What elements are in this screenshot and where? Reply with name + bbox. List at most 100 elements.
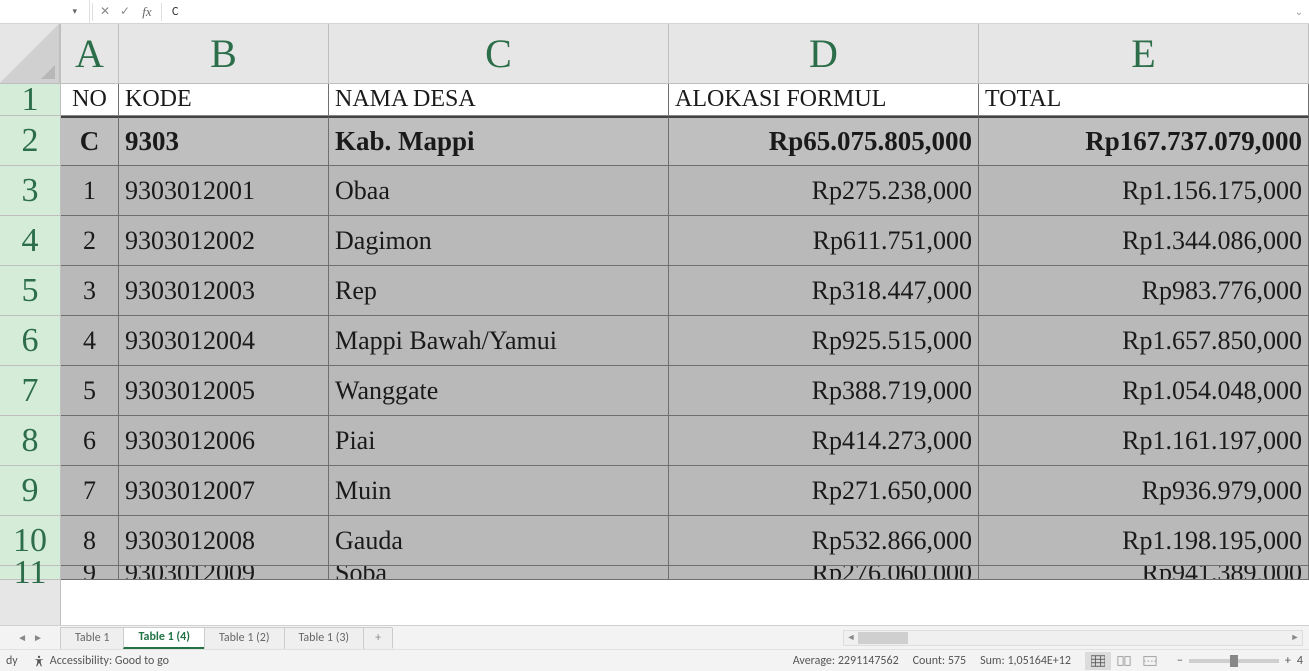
cell[interactable]: Rp611.751,000 [669,216,979,266]
cell[interactable]: Rp1.344.086,000 [979,216,1309,266]
cell[interactable]: Rp414.273,000 [669,416,979,466]
fx-button[interactable]: fx [135,4,159,20]
cell[interactable]: NAMA DESA [329,84,669,116]
cell[interactable]: 9303012007 [119,466,329,516]
sheet-tab[interactable]: Table 1 [60,627,124,649]
cell[interactable]: Rp167.737.079,000 [979,116,1309,166]
cell[interactable]: C [61,116,119,166]
enter-button[interactable]: ✓ [115,4,135,19]
name-box-dropdown-icon[interactable]: ▾ [66,6,83,17]
cell[interactable]: 5 [61,366,119,416]
cell[interactable]: Obaa [329,166,669,216]
scroll-right-icon[interactable]: ► [1288,632,1302,643]
row-header[interactable]: 8 [0,416,60,466]
cell[interactable]: 7 [61,466,119,516]
row-header[interactable]: 9 [0,466,60,516]
row-header[interactable]: 3 [0,166,60,216]
cell[interactable]: 9 [61,566,119,580]
select-all-corner[interactable] [0,24,60,84]
cell[interactable]: Kab. Mappi [329,116,669,166]
horizontal-scrollbar[interactable]: ◄ ► [843,630,1303,646]
cell[interactable]: 9303012005 [119,366,329,416]
zoom-percent[interactable]: 4 [1297,654,1303,668]
cell[interactable]: 4 [61,316,119,366]
row-header[interactable]: 1 [0,84,60,116]
cell[interactable]: Gauda [329,516,669,566]
cell[interactable]: Rp276.060,000 [669,566,979,580]
cell[interactable]: Rp925.515,000 [669,316,979,366]
cell[interactable]: TOTAL [979,84,1309,116]
row-header[interactable]: 5 [0,266,60,316]
add-sheet-button[interactable]: + [363,627,393,649]
cell[interactable]: Rp388.719,000 [669,366,979,416]
tab-nav[interactable]: ◄ ► [0,631,60,644]
cell[interactable]: 9303012001 [119,166,329,216]
row-header[interactable]: 4 [0,216,60,266]
cell[interactable]: Rp318.447,000 [669,266,979,316]
normal-view-button[interactable] [1085,652,1111,670]
expand-formula-bar-icon[interactable]: ⌄ [1289,5,1309,18]
sheet-tab[interactable]: Table 1 (2) [204,627,285,649]
cell[interactable]: Rp1.161.197,000 [979,416,1309,466]
column-header[interactable]: C [329,24,669,83]
cell[interactable]: Rp936.979,000 [979,466,1309,516]
cell[interactable]: 8 [61,516,119,566]
cell[interactable]: Piai [329,416,669,466]
cell[interactable]: 6 [61,416,119,466]
cell[interactable]: 2 [61,216,119,266]
cell[interactable]: 3 [61,266,119,316]
zoom-slider[interactable] [1189,659,1279,663]
cell[interactable]: Rp1.054.048,000 [979,366,1309,416]
cell[interactable]: Rp1.156.175,000 [979,166,1309,216]
cell[interactable]: KODE [119,84,329,116]
cell[interactable]: 9303012003 [119,266,329,316]
column-header[interactable]: D [669,24,979,83]
row-header[interactable]: 7 [0,366,60,416]
cell[interactable]: ALOKASI FORMUL [669,84,979,116]
zoom-slider-knob[interactable] [1230,655,1238,667]
zoom-out-button[interactable]: − [1177,654,1183,668]
cell[interactable]: Rp941.389,000 [979,566,1309,580]
cell[interactable]: Rp1.657.850,000 [979,316,1309,366]
tab-next-icon[interactable]: ► [33,631,43,644]
cell[interactable]: Rp983.776,000 [979,266,1309,316]
scroll-left-icon[interactable]: ◄ [844,632,858,643]
page-layout-view-button[interactable] [1111,652,1137,670]
page-break-view-button[interactable] [1137,652,1163,670]
cell[interactable]: Rp1.198.195,000 [979,516,1309,566]
column-header[interactable]: B [119,24,329,83]
cell[interactable]: Rp532.866,000 [669,516,979,566]
cell[interactable]: Rep [329,266,669,316]
row-header[interactable]: 6 [0,316,60,366]
column-header[interactable]: E [979,24,1309,83]
data-area[interactable]: NO KODE NAMA DESA ALOKASI FORMUL TOTAL C… [61,84,1309,625]
cell[interactable]: Rp271.650,000 [669,466,979,516]
sheet-tab[interactable]: Table 1 (4) [123,627,204,649]
row-header[interactable]: 2 [0,116,60,166]
column-header[interactable]: A [61,24,119,83]
cell[interactable]: Rp65.075.805,000 [669,116,979,166]
name-box[interactable]: ▾ [0,0,90,23]
cell[interactable]: 9303012004 [119,316,329,366]
accessibility-status[interactable]: Accessibility: Good to go [32,654,169,668]
cell[interactable]: 9303012008 [119,516,329,566]
zoom-in-button[interactable]: + [1285,654,1291,668]
cell[interactable]: Wanggate [329,366,669,416]
cancel-button[interactable]: ✕ [95,4,115,19]
tab-prev-icon[interactable]: ◄ [17,631,27,644]
cell[interactable]: 9303012009 [119,566,329,580]
cell[interactable]: 9303012002 [119,216,329,266]
cell[interactable]: 9303012006 [119,416,329,466]
scrollbar-thumb[interactable] [858,632,908,644]
cell[interactable]: 1 [61,166,119,216]
sheet-tab[interactable]: Table 1 (3) [284,627,365,649]
cell[interactable]: Soba [329,566,669,580]
cell[interactable]: Dagimon [329,216,669,266]
row-header[interactable]: 11 [0,566,60,580]
cell[interactable]: Rp275.238,000 [669,166,979,216]
cell[interactable]: 9303 [119,116,329,166]
formula-input[interactable]: C [164,5,1289,19]
cell[interactable]: Mappi Bawah/Yamui [329,316,669,366]
cell[interactable]: NO [61,84,119,116]
cell[interactable]: Muin [329,466,669,516]
